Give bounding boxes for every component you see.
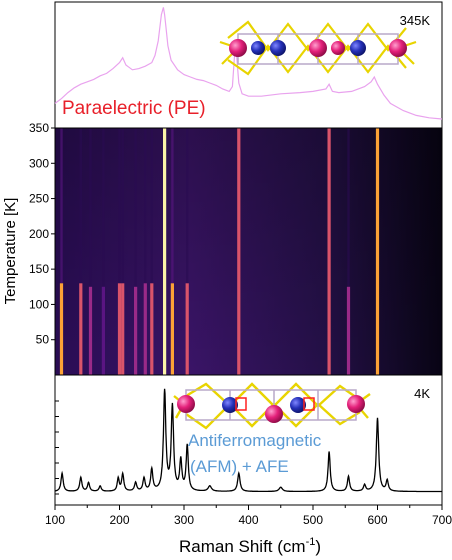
heatmap-line-200: [117, 283, 122, 375]
heatmap-line-240: [143, 283, 147, 375]
crystal-structure-bottom: [173, 382, 371, 430]
x-tick-label-600: 600: [367, 513, 387, 527]
heatmap-line-faint-140: [79, 128, 82, 284]
afm-label-line1: Antiferromagnetic: [188, 431, 322, 450]
x-axis-label: Raman Shift (cm-1): [179, 536, 321, 556]
top-spectrum-line: [54, 7, 443, 120]
x-tick-label-500: 500: [303, 513, 323, 527]
heatmap-line-175: [101, 286, 105, 375]
x-tick-label-300: 300: [174, 513, 194, 527]
y-tick-label-50: 50: [36, 333, 50, 347]
heatmap-line-faint-155: [89, 128, 92, 287]
x-tick-label-100: 100: [45, 513, 65, 527]
heatmap-line-385: [237, 128, 241, 375]
x-tick-label-700: 700: [432, 513, 452, 527]
heatmap-line-205: [121, 283, 125, 375]
y-tick-label-200: 200: [29, 227, 49, 241]
heatmap-line-270: [163, 128, 167, 375]
heatmap-line-faint-555: [347, 128, 350, 287]
x-tick-label-400: 400: [238, 513, 258, 527]
heatmap-shade: [55, 128, 442, 375]
heatmap-line-faint-225: [134, 128, 137, 287]
heatmap-line-305: [185, 283, 189, 375]
x-tick-label-200: 200: [109, 513, 129, 527]
bottom-spectrum-line: [54, 388, 442, 493]
y-axis-label: Temperature [K]: [2, 198, 19, 305]
heatmap-line-155: [88, 286, 93, 375]
heatmap-panel: 50 100 150 200 250 300 350 Temperature [K]: [2, 121, 443, 376]
heatmap-line-225: [134, 286, 138, 375]
heatmap-line-faint-200: [118, 128, 121, 284]
heatmap-line-525: [327, 128, 331, 375]
heatmap-line-faint-205: [121, 128, 124, 284]
heatmap-line-faint-282: [171, 128, 174, 284]
top-temperature-label: 345K: [400, 13, 431, 28]
y-tick-label-350: 350: [29, 121, 49, 135]
heatmap-line-faint-250: [150, 128, 153, 284]
heatmap-line-faint-175: [102, 128, 105, 287]
y-tick-label-100: 100: [29, 297, 49, 311]
y-tick-label-300: 300: [29, 156, 49, 170]
bottom-panel: 4K Antiferromagnetic (AFM) + AFE 100 200 3…: [45, 374, 452, 556]
paraelectric-label: Paraelectric (PE): [62, 98, 206, 119]
heatmap-line-140: [79, 283, 83, 375]
heatmap-line-282: [170, 283, 174, 375]
y-tick-label-150: 150: [29, 262, 49, 276]
afm-label-line2: (AFM) + AFE: [190, 457, 289, 476]
heatmap-line-555: [346, 286, 351, 375]
heatmap-line-faint-240: [144, 128, 147, 284]
top-panel: 345K Paraelectric (PE): [54, 1, 443, 129]
heatmap-line-250: [150, 283, 154, 375]
heatmap-line-600: [375, 128, 380, 375]
y-tick-label-250: 250: [29, 192, 49, 206]
heatmap-line-faint-110: [60, 128, 63, 284]
bottom-temperature-label: 4K: [414, 386, 430, 401]
heatmap-line-faint-305: [186, 128, 189, 284]
crystal-structure-top: [219, 20, 417, 76]
heatmap-line-110: [59, 283, 64, 375]
